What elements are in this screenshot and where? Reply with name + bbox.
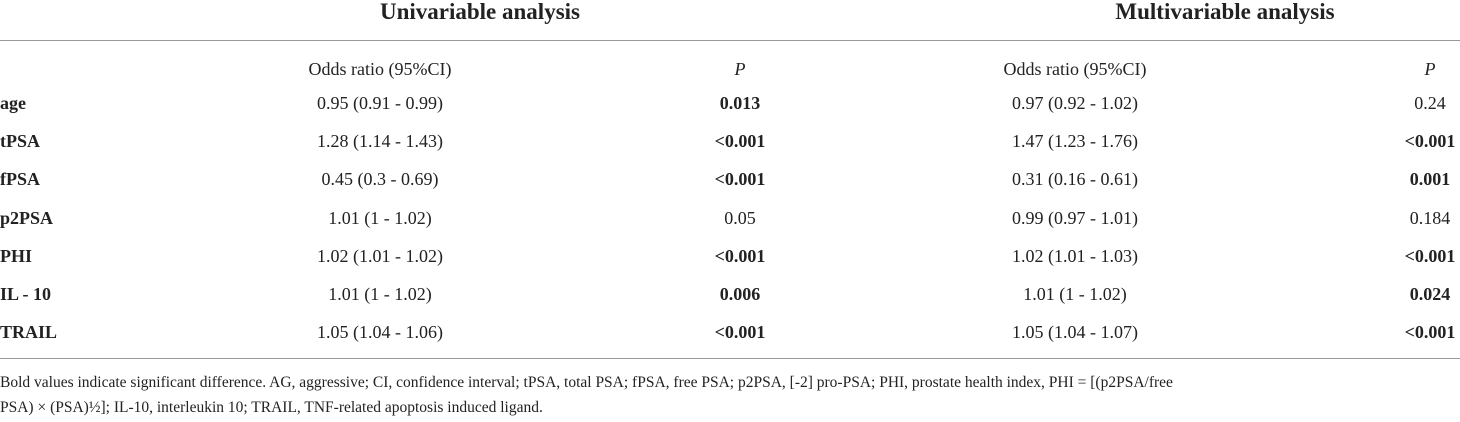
column-header: Odds ratio (95%CI) — [1003, 59, 1147, 79]
row-label: age — [0, 93, 26, 113]
column-header: P — [1424, 59, 1436, 79]
p-value: 0.006 — [719, 284, 761, 304]
odds-ratio: 0.31 (0.16 - 0.61) — [1012, 169, 1138, 190]
column-header: P — [734, 59, 746, 79]
row-label: tPSA — [0, 131, 40, 152]
footnote: PSA) × (PSA)½]; IL-10, interleukin 10; T… — [0, 399, 543, 416]
p-value: <0.001 — [714, 245, 766, 266]
row-label: fPSA — [0, 169, 40, 190]
column-header: Odds ratio (95%CI) — [308, 59, 452, 79]
row-label: p2PSA — [0, 207, 54, 228]
odds-ratio: 1.28 (1.14 - 1.43) — [317, 131, 443, 152]
p-value: 0.001 — [1409, 169, 1451, 190]
p-value: <0.001 — [714, 169, 766, 190]
odds-ratio: 1.02 (1.01 - 1.02) — [317, 245, 443, 266]
odds-ratio: 0.45 (0.3 - 0.69) — [321, 169, 439, 190]
p-value: <0.001 — [714, 322, 766, 343]
odds-ratio: 1.05 (1.04 - 1.06) — [317, 322, 443, 343]
odds-ratio: 1.01 (1 - 1.02) — [328, 207, 432, 228]
odds-ratio: 0.97 (0.92 - 1.02) — [1012, 93, 1138, 113]
group-header: Multivariable analysis — [1115, 0, 1335, 24]
p-value: 0.013 — [719, 93, 761, 113]
row-label: TRAIL — [0, 322, 58, 343]
p-value: 0.024 — [1409, 284, 1451, 304]
group-header: Univariable analysis — [379, 0, 580, 24]
p-value: 0.05 — [724, 207, 756, 228]
p-value: <0.001 — [1404, 245, 1456, 266]
row-label: PHI — [0, 245, 33, 266]
p-value: 0.184 — [1409, 207, 1451, 228]
p-value: <0.001 — [714, 131, 766, 152]
bottom-rule — [0, 358, 1460, 359]
odds-ratio: 1.01 (1 - 1.02) — [328, 284, 432, 304]
odds-ratio: 1.05 (1.04 - 1.07) — [1012, 322, 1138, 343]
row-label: IL - 10 — [0, 284, 52, 304]
p-value: 0.24 — [1414, 93, 1446, 113]
odds-ratio: 0.99 (0.97 - 1.01) — [1012, 207, 1138, 228]
header-rule — [0, 40, 1460, 41]
odds-ratio: 1.01 (1 - 1.02) — [1023, 284, 1127, 304]
odds-ratio: 1.47 (1.23 - 1.76) — [1012, 131, 1138, 152]
p-value: <0.001 — [1404, 131, 1456, 152]
p-value: <0.001 — [1404, 322, 1456, 343]
footnote: Bold values indicate significant differe… — [0, 374, 1173, 391]
odds-ratio: 0.95 (0.91 - 0.99) — [317, 93, 443, 113]
odds-ratio: 1.02 (1.01 - 1.03) — [1012, 245, 1138, 266]
